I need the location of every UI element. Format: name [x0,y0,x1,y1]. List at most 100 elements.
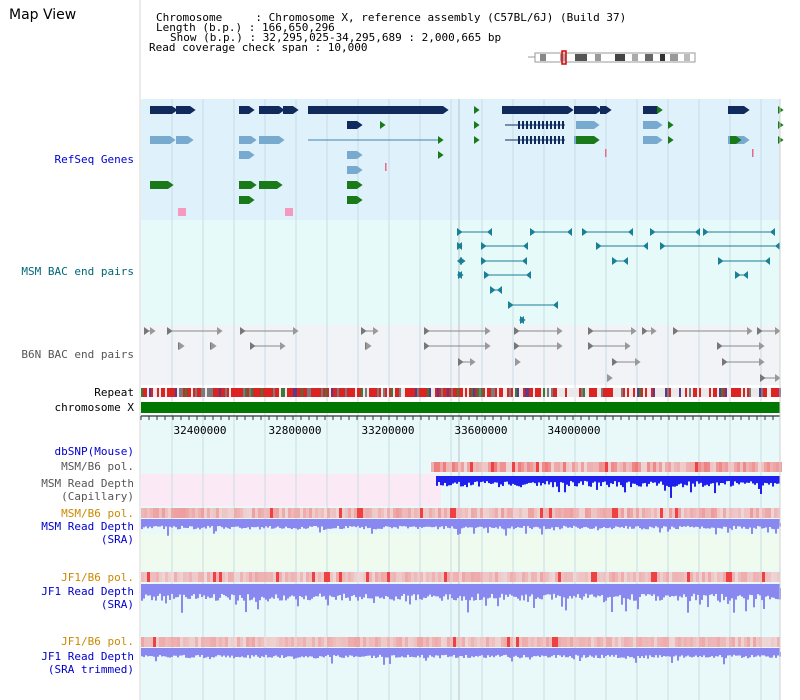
capillary-depth-bar [586,476,588,482]
refseq-exon [522,136,524,144]
jf1-sra-depth-bar [259,588,261,601]
msm-pol-cell [695,462,698,472]
msm-pol-sra-cell [252,508,255,518]
repeat-segment [695,388,697,397]
msm-pol-sra-cell [441,508,444,518]
msm-pol-sra-cell [762,508,765,518]
jf1-sra-depth-bar [353,588,355,595]
jf1-pol-cell [189,572,192,582]
msm-pol-sra-cell [255,508,258,518]
jf1-sra-depth-bar [717,588,719,601]
jf1-pol-trim-cell [681,637,684,647]
jf1-pol-cell [471,572,474,582]
jf1-sra-depth-bar [453,588,455,600]
jf1-sra-depth-bar [323,588,325,597]
jf1-trim-depth-bar [447,652,449,658]
refseq-gene-arrow [668,136,674,144]
jf1-sra-depth-bar [701,588,703,600]
jf1-trim-depth-bar [421,652,423,655]
msm-sra-depth-bar [587,523,589,528]
jf1-trim-depth-bar [157,652,159,657]
msm-sra-depth-bar [407,523,409,529]
jf1-pol-cell [771,572,774,582]
repeat-segment [489,388,491,397]
repeat-segment [639,388,641,397]
track-label-msm-b6-pol[interactable]: MSM/B6 pol. [61,460,134,473]
ideogram-current-region [561,50,567,65]
jf1-pol-trim-cell [600,637,603,647]
track-label-msm-bac-end-pairs[interactable]: MSM BAC end pairs [21,265,134,278]
jf1-trim-depth-bar [557,652,559,656]
capillary-depth-bar [664,476,666,491]
msm-pol-sra-cell [705,508,708,518]
msm-pol-sra-cell [180,508,183,518]
jf1-pol-trim-cell [171,637,174,647]
track-label-msm-b6-pol-2[interactable]: MSM/B6 pol. [61,507,134,520]
jf1-trim-depth-bar [573,652,575,660]
repeat-segment [569,388,571,397]
jf1-pol-trim-cell [624,637,627,647]
track-label-jf1-read-depth-trimmed-1[interactable]: JF1 Read Depth [41,650,134,663]
track-label-dbsnp[interactable]: dbSNP(Mouse) [54,445,134,458]
jf1-trim-depth-bar [487,652,489,656]
msm-bac-end [703,228,709,236]
jf1-pol-trim-cell [474,637,477,647]
jf1-trim-depth-bar [265,652,267,655]
jf1-sra-depth-bar [383,588,385,600]
repeat-segment [427,388,429,397]
capillary-depth-bar [556,476,558,487]
jf1-pol-trim-cell [489,637,492,647]
track-label-jf1-read-depth-sra-1[interactable]: JF1 Read Depth [41,585,134,598]
repeat-segment [161,388,163,397]
capillary-depth-bar [778,476,780,484]
jf1-pol-cell [201,572,204,582]
jf1-pol-cell [177,572,180,582]
jf1-pol-trim-cell [435,637,438,647]
msm-sra-depth-bar [657,523,659,528]
track-label-jf1-b6-pol-2[interactable]: JF1/B6 pol. [61,635,134,648]
track-label-b6n-bac-end-pairs[interactable]: B6N BAC end pairs [21,348,134,361]
track-label-msm-read-depth-capillary-1[interactable]: MSM Read Depth [41,477,134,490]
jf1-sra-depth-bar [725,588,727,597]
jf1-pol-trim-cell [597,637,600,647]
msm-sra-depth-bar [427,523,429,527]
capillary-depth-bar [776,476,778,484]
refseq-exon [554,121,556,129]
capillary-depth-bar [554,476,556,483]
track-label-jf1-b6-pol[interactable]: JF1/B6 pol. [61,571,134,584]
jf1-trim-depth-bar [191,652,193,658]
track-label-chromosome[interactable]: chromosome X [54,401,134,414]
msm-pol-cell [743,462,746,472]
refseq-gene-arrow [279,106,285,114]
msm-sra-depth-bar [321,523,323,527]
repeat-segment [697,388,699,397]
msm-pol-cell [746,462,749,472]
track-label-refseq-genes[interactable]: RefSeq Genes [54,153,134,166]
capillary-depth-bar [724,476,726,485]
repeat-segment [341,388,343,397]
refseq-gene-arrow [778,136,784,144]
capillary-depth-bar [444,476,446,483]
capillary-depth-bar [578,476,580,484]
jf1-pol-trim-cell [678,637,681,647]
msm-pol-cell [617,462,620,472]
capillary-depth-bar [762,476,764,486]
track-label-repeat[interactable]: Repeat [94,386,134,399]
msm-pol-cell [569,462,572,472]
jf1-sra-depth-bar [743,588,745,599]
refseq-exon [518,121,520,129]
msm-pol-sra-cell [663,508,666,518]
repeat-segment [599,388,601,397]
repeat-segment [285,388,287,397]
track-label-msm-read-depth-sra-1[interactable]: MSM Read Depth [41,520,134,533]
refseq-gene [576,136,594,144]
msm-sra-depth-bar [331,523,333,529]
msm-sra-depth-bar [487,523,489,533]
jf1-pol-cell [447,572,450,582]
jf1-trim-depth-bar [181,652,183,656]
jf1-sra-depth-bar [561,588,563,607]
jf1-trim-depth-bar [435,652,437,656]
msm-sra-depth-bar [747,523,749,530]
refseq-gene-arrow [190,106,196,114]
